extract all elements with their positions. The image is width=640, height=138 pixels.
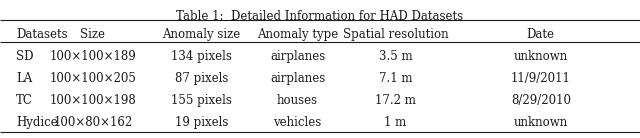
Text: Datasets: Datasets [16, 28, 68, 41]
Text: LA: LA [16, 72, 32, 85]
Text: unknown: unknown [514, 50, 568, 63]
Text: Hydice: Hydice [16, 116, 58, 129]
Text: Table 1:  Detailed Information for HAD Datasets: Table 1: Detailed Information for HAD Da… [177, 10, 463, 23]
Text: 155 pixels: 155 pixels [171, 94, 232, 107]
Text: Anomaly size: Anomaly size [163, 28, 241, 41]
Text: 100×80×162: 100×80×162 [53, 116, 132, 129]
Text: 87 pixels: 87 pixels [175, 72, 228, 85]
Text: unknown: unknown [514, 116, 568, 129]
Text: 17.2 m: 17.2 m [375, 94, 416, 107]
Text: 100×100×198: 100×100×198 [49, 94, 136, 107]
Text: TC: TC [16, 94, 33, 107]
Text: Date: Date [527, 28, 555, 41]
Text: Spatial resolution: Spatial resolution [342, 28, 449, 41]
Text: Anomaly type: Anomaly type [257, 28, 338, 41]
Text: 100×100×205: 100×100×205 [49, 72, 136, 85]
Text: 134 pixels: 134 pixels [171, 50, 232, 63]
Text: 100×100×189: 100×100×189 [49, 50, 136, 63]
Text: Size: Size [80, 28, 106, 41]
Text: 8/29/2010: 8/29/2010 [511, 94, 571, 107]
Text: 11/9/2011: 11/9/2011 [511, 72, 571, 85]
Text: houses: houses [277, 94, 318, 107]
Text: 3.5 m: 3.5 m [379, 50, 412, 63]
Text: SD: SD [16, 50, 33, 63]
Text: airplanes: airplanes [270, 72, 325, 85]
Text: airplanes: airplanes [270, 50, 325, 63]
Text: vehicles: vehicles [273, 116, 322, 129]
Text: 1 m: 1 m [385, 116, 406, 129]
Text: 19 pixels: 19 pixels [175, 116, 228, 129]
Text: 7.1 m: 7.1 m [379, 72, 412, 85]
